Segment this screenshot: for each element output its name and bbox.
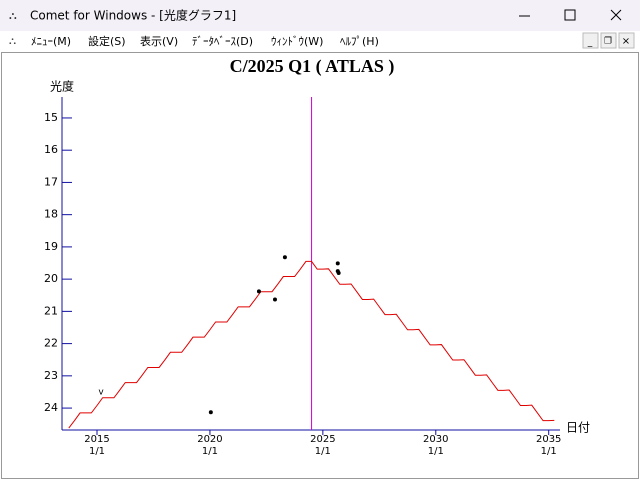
x-tick-label: 2015 — [84, 434, 109, 445]
y-tick-label: 20 — [44, 272, 58, 285]
child-minimize[interactable] — [582, 32, 599, 49]
child-icon: ⛬ — [9, 36, 16, 47]
y-tick-label: 22 — [44, 337, 58, 350]
child-close-glyph: × — [622, 36, 630, 47]
menu-item[interactable]: 表示(V) — [140, 34, 178, 48]
x-tick-date: 1/1 — [541, 446, 557, 457]
y-tick-label: 24 — [44, 401, 58, 414]
magnitude-curve — [68, 260, 555, 429]
app-icon: ⛬ — [9, 9, 17, 22]
menu-item[interactable]: ﾒﾆｭｰ(M) — [31, 35, 71, 48]
menu-item[interactable]: ﾃﾞｰﾀﾍﾞｰｽ(D) — [192, 35, 253, 48]
x-tick-date: 1/1 — [315, 446, 331, 457]
annotation: v — [98, 388, 104, 398]
x-tick-label: 2030 — [423, 434, 448, 445]
menu-item[interactable]: 設定(S) — [88, 34, 126, 48]
y-axis-label: 光度 — [50, 79, 74, 94]
x-tick-label: 2020 — [197, 434, 222, 445]
window-title: Comet for Windows - [光度グラフ1] — [30, 8, 236, 23]
y-tick-label: 15 — [44, 111, 58, 124]
y-tick-label: 21 — [44, 304, 58, 317]
observation-point — [272, 297, 277, 302]
x-tick-date: 1/1 — [202, 446, 218, 457]
close-button[interactable] — [610, 9, 622, 21]
x-axis-label: 日付 — [566, 421, 590, 435]
observation-point — [335, 261, 340, 266]
plot: 1516171819202122232420151/120201/120251/… — [44, 97, 561, 457]
y-tick-label: 19 — [44, 240, 58, 253]
menu-items: ﾒﾆｭｰ(M) 設定(S) 表示(V) ﾃﾞｰﾀﾍﾞｰｽ(D) ｳｨﾝﾄﾞｳ(W) ﾍﾙﾌ… — [31, 34, 379, 48]
chart-frame — [1, 52, 639, 479]
child-close[interactable] — [618, 32, 635, 49]
x-tick-date: 1/1 — [428, 446, 444, 457]
x-tick-label: 2035 — [536, 434, 561, 445]
child-restore-glyph: ❐ — [604, 37, 612, 47]
menu-item[interactable]: ﾍﾙﾌﾟ(H) — [340, 35, 379, 48]
title-bar — [0, 0, 640, 31]
menu-bar — [0, 31, 640, 52]
y-tick-label: 23 — [44, 369, 58, 382]
observation-point — [208, 410, 213, 415]
chart-title: C/2025 Q1 ( ATLAS ) — [230, 56, 395, 77]
maximize-button[interactable] — [564, 9, 576, 21]
observation-point — [336, 271, 341, 276]
y-tick-label: 18 — [44, 208, 58, 221]
child-restore[interactable] — [600, 32, 617, 49]
observation-point — [256, 289, 261, 294]
y-tick-label: 17 — [44, 175, 58, 188]
x-tick-label: 2025 — [310, 434, 335, 445]
child-minimize-glyph: _ — [587, 38, 593, 48]
menu-item[interactable]: ｳｨﾝﾄﾞｳ(W) — [271, 35, 323, 48]
observation-point — [282, 255, 287, 260]
x-tick-date: 1/1 — [89, 446, 105, 457]
y-tick-label: 16 — [44, 143, 58, 156]
